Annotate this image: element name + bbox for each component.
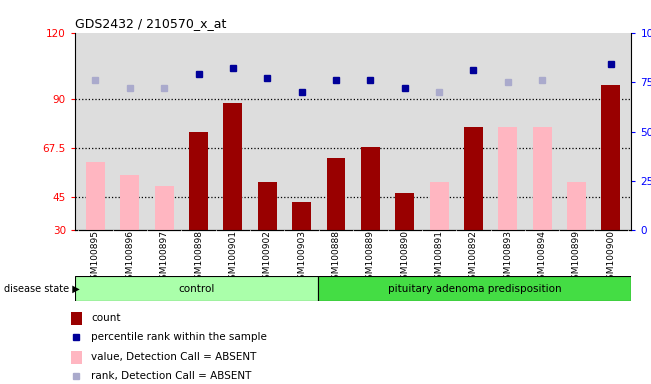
- Bar: [155, 187, 174, 230]
- Bar: [318, 276, 631, 301]
- Bar: [223, 103, 242, 230]
- Bar: [189, 131, 208, 230]
- Text: GSM100898: GSM100898: [194, 230, 203, 285]
- Bar: [602, 85, 620, 230]
- Text: GSM100897: GSM100897: [159, 230, 169, 285]
- Bar: [71, 312, 81, 325]
- Text: rank, Detection Call = ABSENT: rank, Detection Call = ABSENT: [91, 371, 252, 381]
- Bar: [258, 182, 277, 230]
- Bar: [120, 175, 139, 230]
- Bar: [292, 202, 311, 230]
- Bar: [464, 127, 483, 230]
- Text: GSM100892: GSM100892: [469, 230, 478, 285]
- Text: GDS2432 / 210570_x_at: GDS2432 / 210570_x_at: [75, 17, 227, 30]
- Text: disease state ▶: disease state ▶: [4, 284, 79, 294]
- Text: GSM100894: GSM100894: [538, 230, 547, 285]
- Bar: [498, 127, 518, 230]
- Text: GSM100888: GSM100888: [331, 230, 340, 285]
- Text: count: count: [91, 313, 121, 323]
- Text: GSM100895: GSM100895: [91, 230, 100, 285]
- Text: GSM100901: GSM100901: [229, 230, 238, 285]
- Bar: [395, 193, 414, 230]
- Text: GSM100893: GSM100893: [503, 230, 512, 285]
- Text: GSM100890: GSM100890: [400, 230, 409, 285]
- Text: GSM100903: GSM100903: [297, 230, 306, 285]
- Text: GSM100902: GSM100902: [263, 230, 271, 285]
- Text: value, Detection Call = ABSENT: value, Detection Call = ABSENT: [91, 352, 257, 362]
- Bar: [533, 127, 551, 230]
- Text: GSM100899: GSM100899: [572, 230, 581, 285]
- Bar: [361, 147, 380, 230]
- Text: percentile rank within the sample: percentile rank within the sample: [91, 332, 268, 342]
- Text: pituitary adenoma predisposition: pituitary adenoma predisposition: [388, 284, 562, 294]
- Text: GSM100900: GSM100900: [606, 230, 615, 285]
- Text: GSM100889: GSM100889: [366, 230, 375, 285]
- Text: control: control: [178, 284, 215, 294]
- Bar: [430, 182, 449, 230]
- Text: GSM100896: GSM100896: [126, 230, 134, 285]
- Bar: [327, 158, 346, 230]
- Bar: [86, 162, 105, 230]
- Bar: [567, 182, 586, 230]
- Text: GSM100891: GSM100891: [435, 230, 443, 285]
- Bar: [71, 351, 81, 364]
- Bar: [75, 276, 318, 301]
